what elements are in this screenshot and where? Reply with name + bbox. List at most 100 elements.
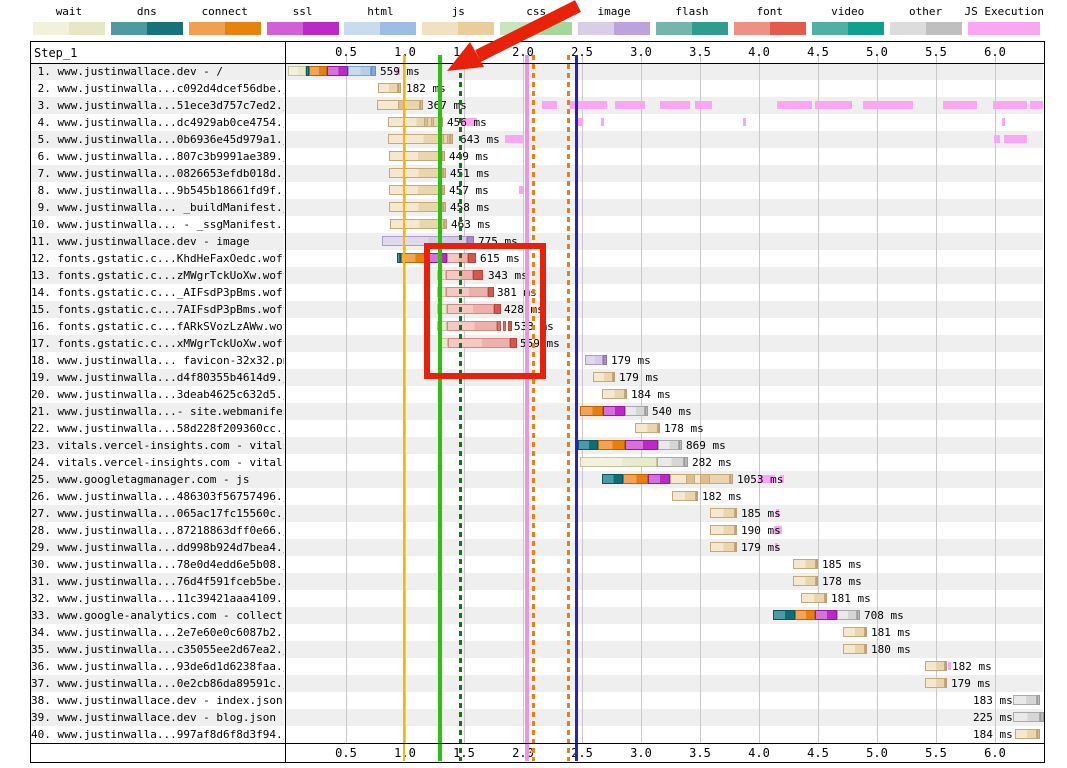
js-execution-blob <box>570 101 607 109</box>
segment-connect <box>598 440 625 450</box>
segment-font-cap <box>468 253 476 263</box>
segment-connect <box>795 610 815 620</box>
row-stripe <box>286 199 1043 216</box>
legend-label: video <box>831 5 865 18</box>
request-time-label: 179 ms <box>951 677 991 690</box>
segment-image <box>585 355 603 365</box>
gridline <box>759 55 760 744</box>
gridline <box>523 55 524 744</box>
segment-js <box>843 644 865 654</box>
gridline <box>700 55 701 744</box>
request-label: 31. www.justinwalla...76d4f591fceb5be.js <box>31 573 284 590</box>
legend-item-video: video <box>809 2 887 42</box>
legend-label: ssl <box>292 5 313 18</box>
table-border-right <box>1044 41 1045 763</box>
row-stripe <box>286 267 1043 284</box>
request-time-label: 179 ms <box>619 371 659 384</box>
segment-js <box>801 593 825 603</box>
segment-other <box>658 440 679 450</box>
request-label: 26. www.justinwalla...486303f56757496.js <box>31 490 284 503</box>
segment-js <box>672 491 696 501</box>
request-time-label: 185 ms <box>822 558 862 571</box>
gridline <box>464 55 465 744</box>
axis-tick-label: 5.0 <box>866 746 888 760</box>
request-time-label: 184 ms <box>973 728 1013 741</box>
request-time-label: 457 ms <box>449 184 489 197</box>
request-label: 14. fonts.gstatic.c..._AIFsdP3pBms.woff2 <box>31 286 284 299</box>
segment-font <box>448 338 510 348</box>
legend-label: wait <box>55 5 83 18</box>
request-label: 36. www.justinwalla...93de6d1d6238faa.js <box>31 660 284 673</box>
segment-connect <box>623 474 648 484</box>
segment-js-cap <box>398 83 401 93</box>
segment-js-cap <box>613 372 615 382</box>
legend-item-js: js <box>419 2 497 42</box>
segment-other-cap <box>1037 695 1040 705</box>
footer-divider <box>30 743 1044 744</box>
request-label: 25. www.googletagmanager.com - js <box>31 471 284 488</box>
legend-item-image: image <box>575 2 653 42</box>
axis-tick-label: 3.0 <box>630 45 652 59</box>
legend-swatch <box>110 22 183 35</box>
segment-connect <box>580 406 603 416</box>
segment-js-cap <box>442 185 445 195</box>
gridline <box>346 55 347 744</box>
yellow-line <box>403 55 405 761</box>
js-execution-blob <box>660 101 690 109</box>
row-stripe <box>286 573 1043 590</box>
js-execution-blob <box>577 118 583 126</box>
request-label: 12. fonts.gstatic.c...KhdHeFaxOedc.woff2 <box>31 252 284 265</box>
gridline <box>936 55 937 744</box>
js-execution-blob <box>776 509 779 517</box>
segment-js-cap <box>865 627 867 637</box>
legend-label: image <box>597 5 631 18</box>
segment-dns <box>773 610 795 620</box>
request-label: 18. www.justinwalla... favicon-32x32.png <box>31 354 284 367</box>
gridline <box>818 55 819 744</box>
request-label: 11. www.justinwallace.dev - image <box>31 233 284 250</box>
segment-font-stripe <box>497 321 501 331</box>
axis-tick-label: 1.0 <box>394 45 416 59</box>
js-execution-blob <box>993 101 1027 109</box>
legend-item-ssl: ssl <box>264 2 342 42</box>
segment-image-cap <box>603 355 607 365</box>
row-stripe <box>286 675 1043 692</box>
legend-swatch <box>188 22 261 35</box>
segment-js-cap <box>450 134 453 144</box>
legend-swatch <box>889 22 962 35</box>
segment-other-cap <box>679 440 682 450</box>
segment-font-cap <box>510 338 517 348</box>
request-label: 8. www.justinwalla...9b545b18661fd9f.js <box>31 184 284 197</box>
segment-js-cap <box>825 593 827 603</box>
js-execution-blob <box>775 543 778 551</box>
request-label: 4. www.justinwalla...dc4929ab0ce4754.js <box>31 116 284 129</box>
js-execution-blob <box>863 101 913 109</box>
segment-dns <box>397 253 401 263</box>
segment-js-cap <box>696 491 698 501</box>
legend-swatch <box>266 22 339 35</box>
request-label: 30. www.justinwalla...78e0d4edd6e5b08.js <box>31 558 284 571</box>
segment-js <box>925 661 945 671</box>
axis-tick-label: 4.0 <box>748 45 770 59</box>
request-label: 29. www.justinwalla...dd998b924d7bea4.js <box>31 539 284 556</box>
segment-font-cap <box>508 321 512 331</box>
segment-js <box>602 389 625 399</box>
segment-js-cap <box>443 202 446 212</box>
js-execution-blob <box>519 186 524 194</box>
request-time-label: 185 ms <box>741 507 781 520</box>
request-time-label: 178 ms <box>664 422 704 435</box>
segment-dns <box>602 474 623 484</box>
segment-ssl <box>815 610 837 620</box>
legend-swatch <box>733 22 806 35</box>
axis-tick-label: 0.5 <box>335 746 357 760</box>
segment-js <box>710 525 735 535</box>
request-label: 23. vitals.vercel-insights.com - vitals <box>31 437 284 454</box>
gridline <box>995 55 996 744</box>
legend-label: js <box>451 5 465 18</box>
segment-dns <box>578 440 598 450</box>
segment-wait <box>437 321 447 331</box>
axis-tick-label: 3.5 <box>689 746 711 760</box>
table-border-bottom <box>30 762 1044 763</box>
legend-item-connect: connect <box>186 2 264 42</box>
request-time-label: 182 ms <box>702 490 742 503</box>
